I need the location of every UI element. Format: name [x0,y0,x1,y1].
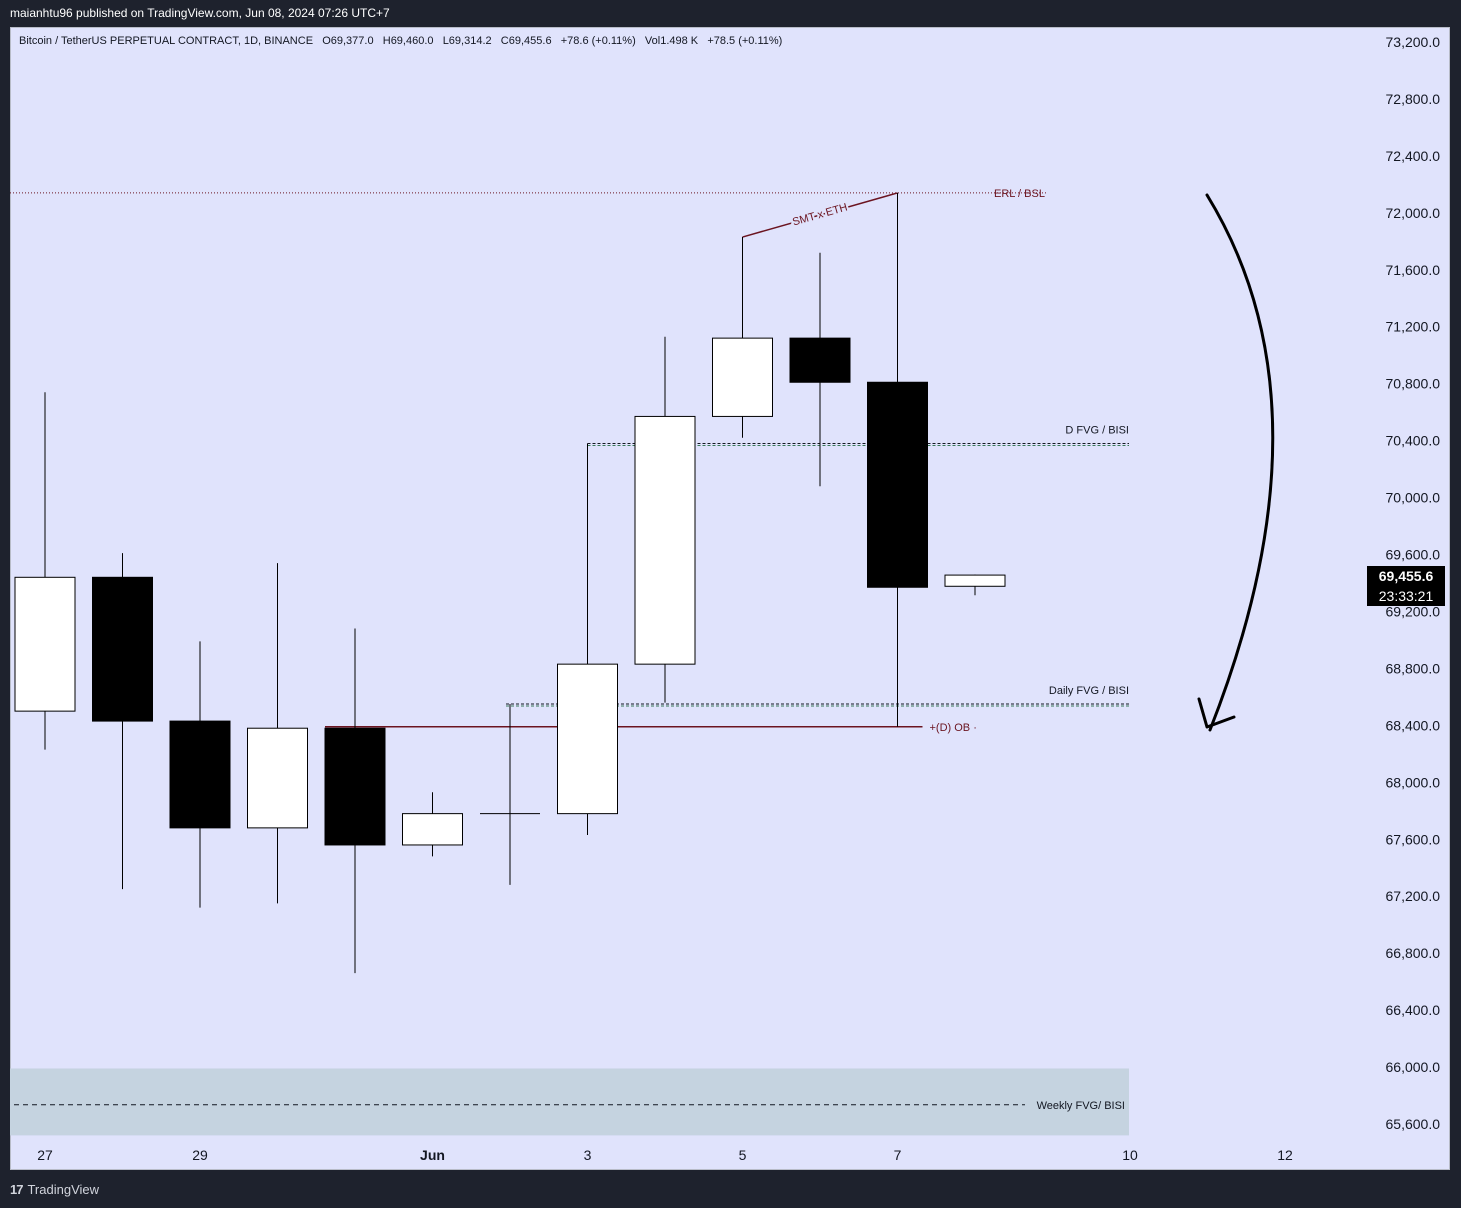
y-tick-label: 67,600.0 [1386,831,1441,847]
ohlc-close: C69,455.6 [500,35,552,47]
weekly-fvg-label: Weekly FVG/ BISI [1037,1100,1125,1112]
x-tick-label: 12 [1277,1147,1293,1163]
volume-change: +78.5 (+0.11%) [707,35,783,47]
tradingview-footer[interactable]: 17 TradingView [10,1182,99,1197]
y-tick-label: 66,400.0 [1386,1002,1441,1018]
y-tick-label: 72,000.0 [1386,205,1441,221]
candle-body[interactable] [324,727,386,846]
symbol-info-line: Bitcoin / TetherUS PERPETUAL CONTRACT, 1… [19,35,782,47]
ohlc-low: L69,314.2 [442,35,492,47]
y-tick-label: 69,600.0 [1386,547,1441,563]
x-tick-label: 7 [894,1147,902,1163]
y-tick-label: 70,000.0 [1386,490,1441,506]
candle-body[interactable] [14,576,76,712]
y-tick-label: 68,800.0 [1386,660,1441,676]
last-price-value: 69,455.6 [1378,568,1434,584]
candle-body[interactable] [789,337,851,383]
bar-countdown: 23:33:21 [1378,588,1434,604]
volume-value: Vol1.498 K [644,35,699,47]
candle-body[interactable] [402,813,463,846]
tradingview-brand: TradingView [27,1182,100,1197]
candle-body[interactable] [247,727,308,829]
symbol-name[interactable]: Bitcoin / TetherUS PERPETUAL CONTRACT, 1… [19,35,314,47]
y-tick-label: 73,200.0 [1386,34,1441,50]
x-tick-label: 3 [584,1147,592,1163]
down-arrow-head-icon [1197,697,1236,729]
y-tick-label: 69,200.0 [1386,603,1441,619]
ohlc-change: +78.6 (+0.11%) [560,35,636,47]
x-tick-label: Jun [420,1147,445,1163]
x-tick-label: 29 [192,1147,208,1163]
x-tick-label: 5 [739,1147,747,1163]
d-fvg-label: D FVG / BISI [1065,424,1129,436]
y-tick-label: 72,400.0 [1386,148,1441,164]
y-tick-label: 72,800.0 [1386,91,1441,107]
published-caption: maianhtu96 published on TradingView.com,… [10,6,390,20]
y-tick-label: 71,600.0 [1386,262,1441,278]
x-tick-label: 27 [37,1147,53,1163]
y-tick-label: 68,400.0 [1386,717,1441,733]
last-price-badge: 69,455.6 23:33:21 [1367,566,1445,606]
candle-body[interactable] [634,415,696,665]
candle-body[interactable] [712,337,773,417]
candle-body[interactable] [169,720,231,829]
ohlc-open: O69,377.0 [322,35,374,47]
candle-body[interactable] [867,381,928,588]
y-tick-label: 66,800.0 [1386,945,1441,961]
ohlc-high: H69,460.0 [382,35,434,47]
ob-label: +(D) OB · [930,722,977,734]
y-tick-label: 71,200.0 [1386,319,1441,335]
y-tick-label: 66,000.0 [1386,1059,1441,1075]
candle-body[interactable] [557,663,618,815]
candle-body[interactable] [92,576,153,722]
candle-body[interactable] [944,574,1006,587]
chart-pane[interactable] [10,27,1450,1170]
smt-label: SMT x ETH [791,201,849,228]
down-arrow-curve[interactable] [1205,193,1275,732]
y-tick-label: 70,800.0 [1386,376,1441,392]
daily-fvg-label: Daily FVG / BISI [1049,685,1129,697]
smt-line[interactable] [742,192,898,238]
y-tick-label: 70,400.0 [1386,433,1441,449]
y-tick-label: 67,200.0 [1386,888,1441,904]
y-tick-label: 65,600.0 [1386,1116,1441,1132]
candlestick-chart[interactable]: Weekly FVG/ BISI ERL / BSL D FVG / BISI Dai… [10,27,1450,1170]
x-tick-label: 10 [1122,1147,1138,1163]
tradingview-logo-icon: 17 [10,1182,24,1197]
erl-bsl-label: ERL / BSL [994,188,1045,200]
weekly-fvg-zone [10,1068,1129,1136]
y-tick-label: 68,000.0 [1386,774,1441,790]
